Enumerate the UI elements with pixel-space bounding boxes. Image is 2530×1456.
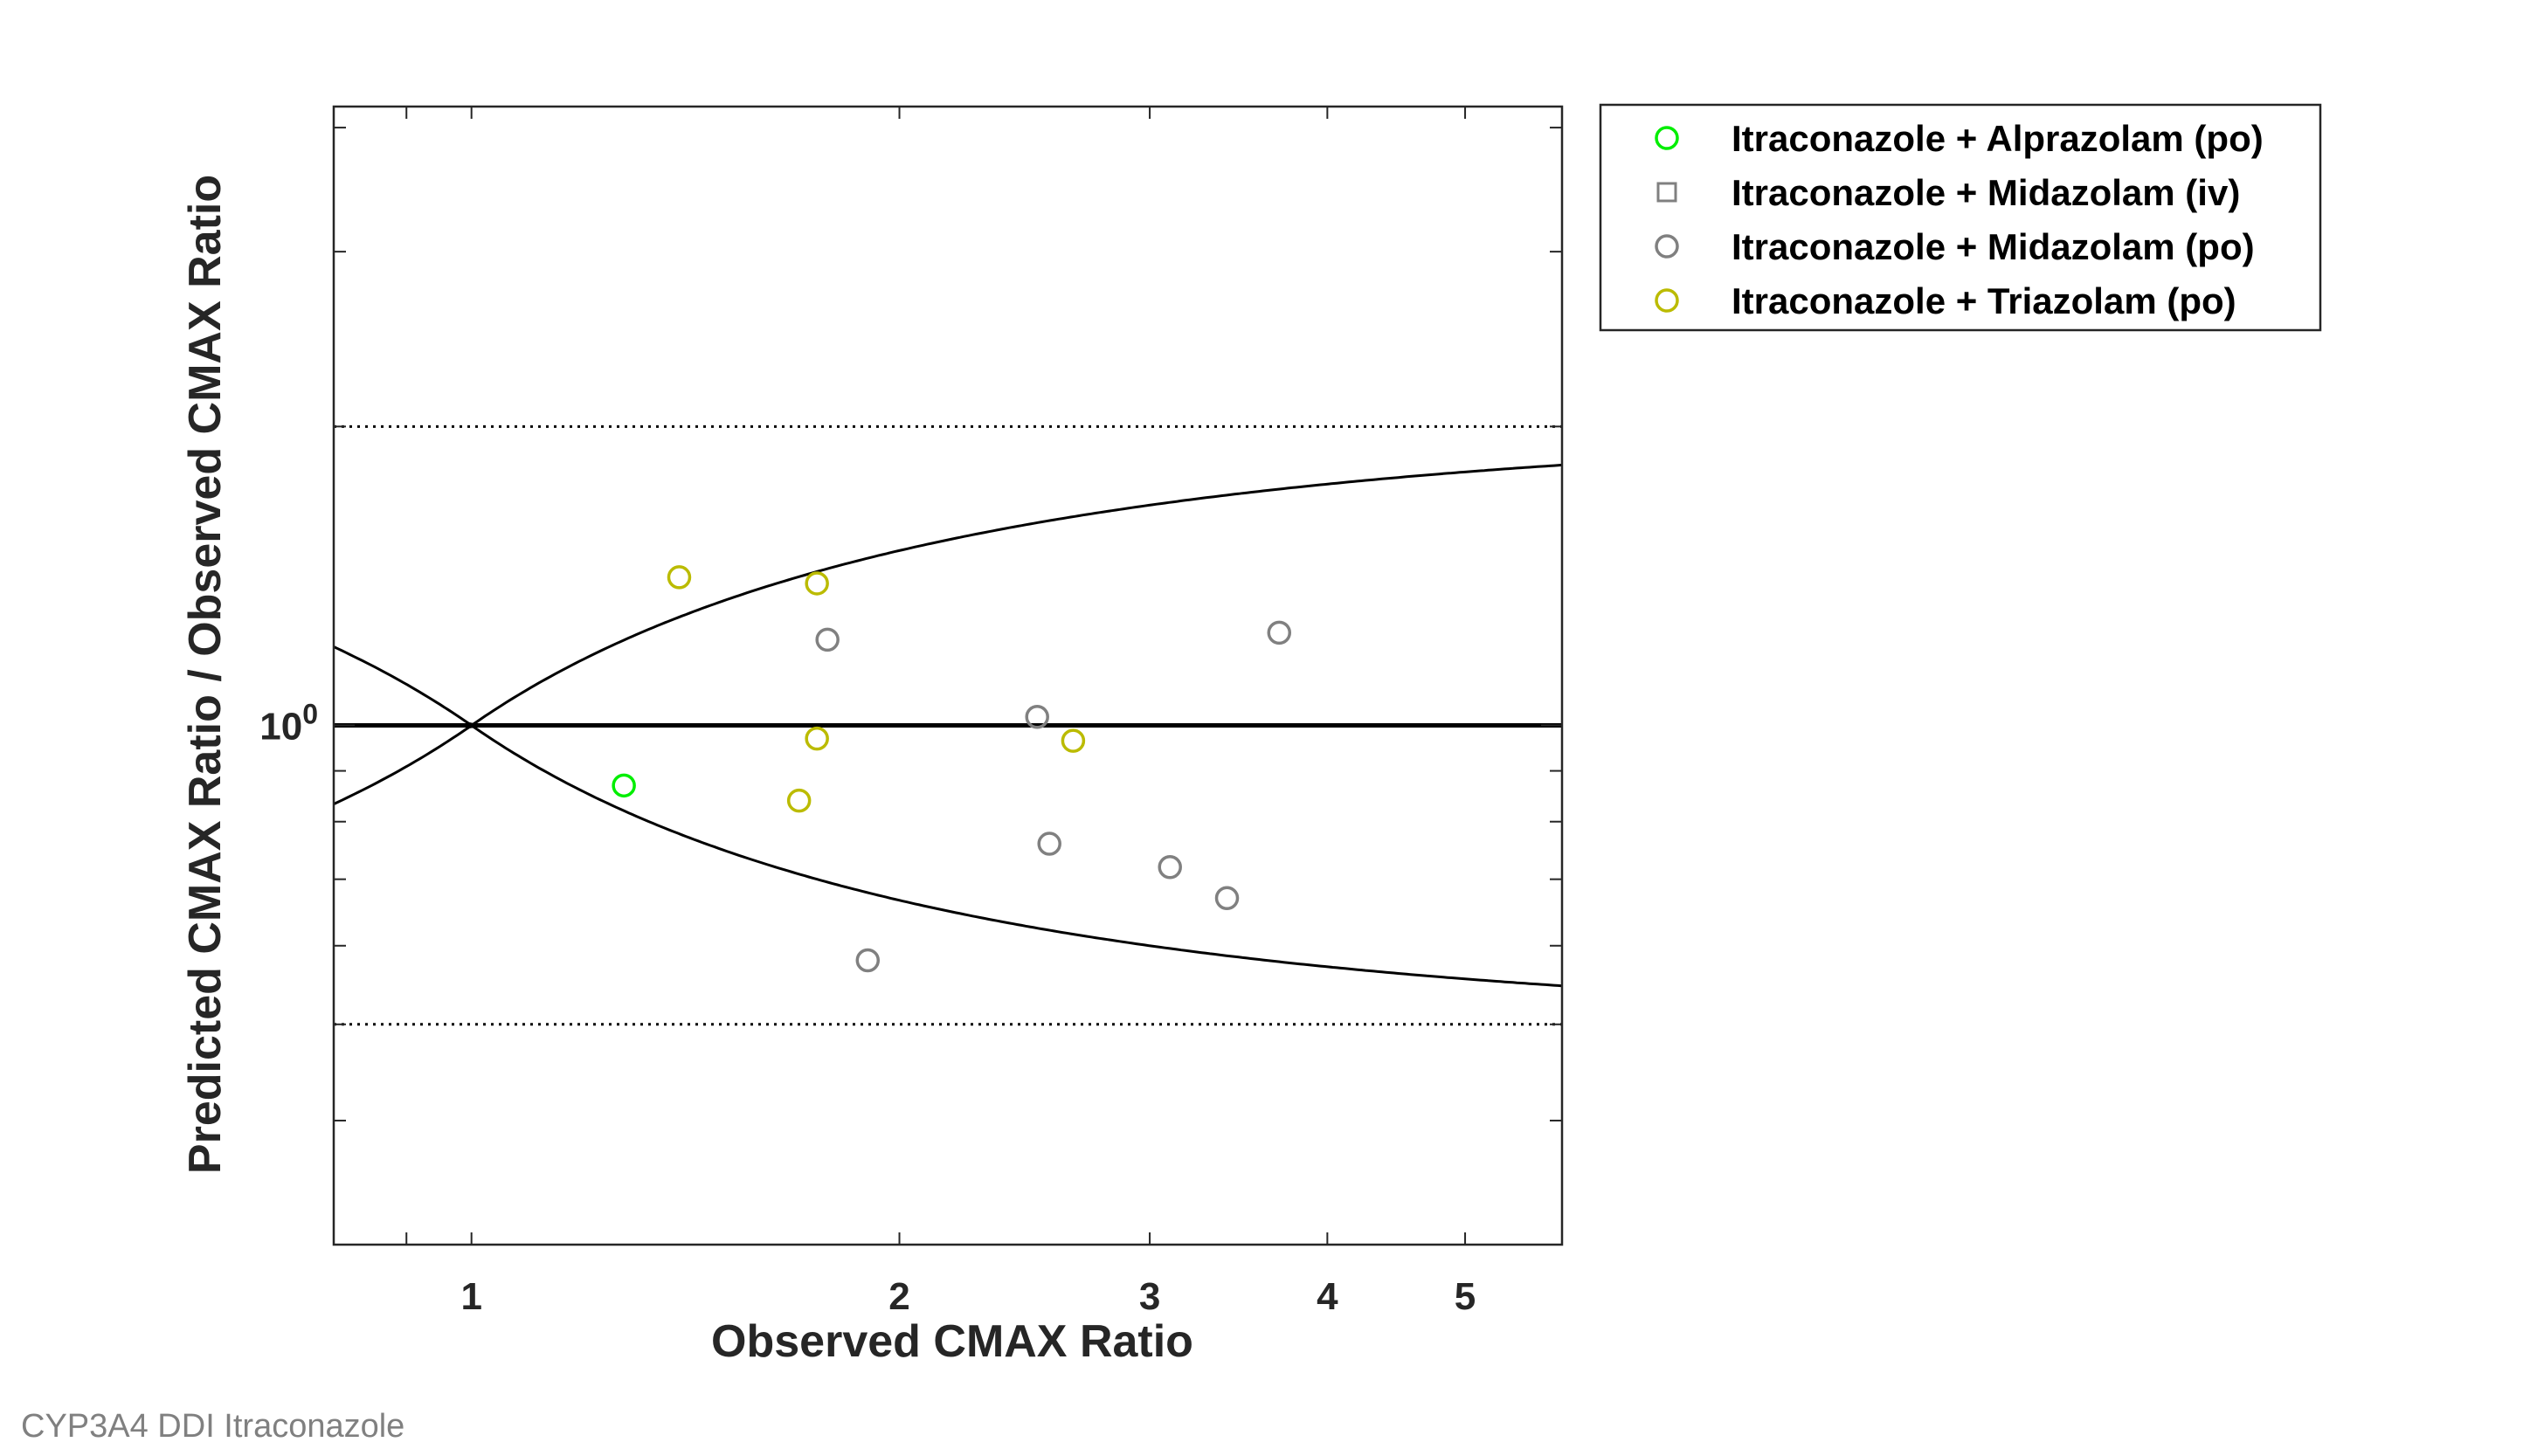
axes-box: [332, 105, 1564, 1246]
footer-caption: CYP3A4 DDI Itraconazole: [21, 1408, 405, 1445]
data-point: [815, 627, 840, 652]
data-point: [1037, 832, 1061, 856]
legend-marker: [1655, 126, 1679, 150]
x-tick-label: 3: [1139, 1275, 1160, 1318]
legend-box: [1599, 103, 2322, 332]
data-point: [805, 726, 829, 751]
x-tick-label: 1: [460, 1275, 481, 1318]
legend: Itraconazole + Alprazolam (po) Itraconazo…: [1599, 103, 2322, 332]
upper-guest-limit-curve: [333, 463, 1563, 727]
y-axis-label: Predicted CMAX Ratio / Observed CMAX Rat…: [180, 175, 231, 1174]
lower-guest-limit-curve: [333, 725, 1563, 988]
data-point: [1158, 854, 1182, 880]
x-tick-label: 5: [1455, 1275, 1476, 1318]
x-tick-label: 4: [1317, 1275, 1338, 1318]
data-point: [612, 773, 636, 798]
legend-marker: [1655, 234, 1679, 259]
data-point: [1267, 620, 1292, 645]
legend-marker: [1656, 182, 1677, 203]
y-tick-label: 100: [259, 699, 318, 749]
legend-label: Itraconazole + Midazolam (iv): [1732, 172, 2240, 213]
legend-marker: [1655, 288, 1679, 313]
data-point: [855, 948, 881, 973]
legend-label: Itraconazole + Alprazolam (po): [1732, 118, 2264, 159]
data-point: [667, 565, 692, 590]
data-point: [1025, 705, 1049, 729]
data-point: [1214, 886, 1240, 911]
plot-area: 1 2 3 4 5 100: [259, 105, 1564, 1318]
legend-label: Itraconazole + Midazolam (po): [1732, 226, 2255, 267]
legend-label: Itraconazole + Triazolam (po): [1732, 280, 2236, 321]
data-point: [1061, 728, 1086, 753]
x-tick-label: 2: [888, 1275, 909, 1318]
data-point: [805, 571, 829, 596]
x-axis-label: Observed CMAX Ratio: [711, 1316, 1193, 1367]
data-point: [786, 788, 812, 813]
